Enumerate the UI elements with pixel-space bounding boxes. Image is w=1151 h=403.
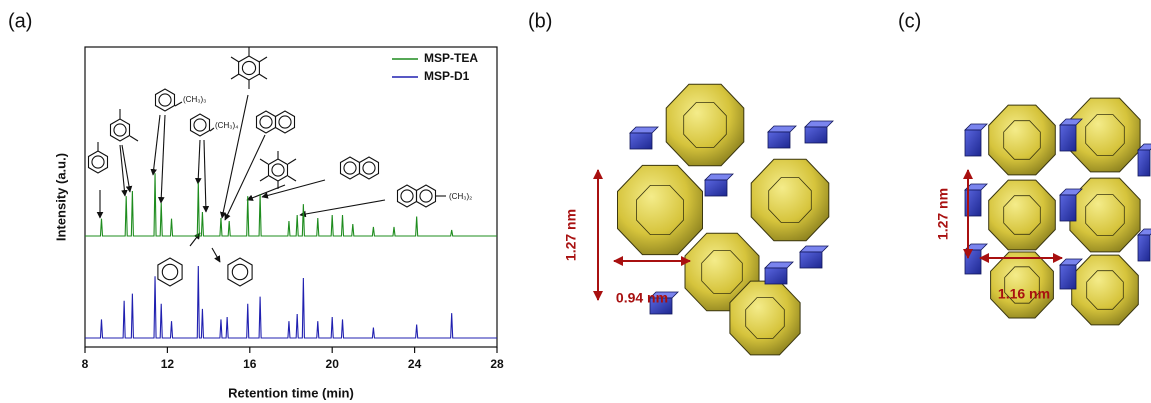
cage <box>1070 98 1140 172</box>
legend-label: MSP-TEA <box>424 51 478 65</box>
cage <box>618 165 703 254</box>
bond <box>260 176 268 181</box>
dimension-label: 1.27 nm <box>935 188 951 240</box>
ring <box>341 157 360 179</box>
annotation: (CH₃)₃ <box>183 95 206 104</box>
ring <box>417 185 436 207</box>
ring <box>360 157 379 179</box>
panel-label: (b) <box>528 10 552 32</box>
dimension-label: 1.27 nm <box>563 209 579 261</box>
d6r-unit <box>1138 150 1150 176</box>
peak-arrows <box>100 95 385 262</box>
ring <box>276 111 295 133</box>
d6r-unit <box>630 133 652 149</box>
annotation: (CH₃)₂ <box>449 192 472 201</box>
ring <box>269 159 288 181</box>
bond <box>259 57 267 62</box>
panel-label: (c) <box>898 10 921 32</box>
ring-aromatic <box>401 190 413 202</box>
series-line <box>85 266 497 338</box>
ring <box>158 258 182 286</box>
d6r-unit <box>965 130 981 156</box>
ring-aromatic <box>260 116 272 128</box>
d6r-unit <box>1060 195 1076 221</box>
bond <box>288 159 296 164</box>
bond <box>288 176 296 181</box>
ring <box>398 185 417 207</box>
d6r-unit <box>1060 259 1082 265</box>
ring-aromatic <box>92 156 104 168</box>
ring <box>89 151 108 173</box>
dimension-label: 0.94 nm <box>616 290 668 306</box>
legend-label: MSP-D1 <box>424 69 470 83</box>
d6r-unit <box>705 180 727 196</box>
zeolite-cages <box>618 84 1151 355</box>
ring <box>156 89 175 111</box>
ring <box>111 119 130 141</box>
cage <box>730 281 800 355</box>
figure: (a) (b) (c) Retention time (min) Intensi… <box>0 0 1151 403</box>
x-tick-label: 16 <box>243 357 257 371</box>
ring-aromatic <box>162 264 177 279</box>
ring-aromatic <box>194 119 206 131</box>
d6r-unit <box>1060 265 1076 289</box>
ring-aromatic <box>363 162 375 174</box>
ring-aromatic <box>420 190 432 202</box>
d6r-unit <box>800 252 822 268</box>
ring-aromatic <box>114 124 126 136</box>
x-tick-label: 24 <box>408 357 422 371</box>
d6r-unit <box>805 127 827 143</box>
annotation: (CH₃)₄ <box>215 121 238 130</box>
bond <box>231 74 239 79</box>
bond <box>210 128 214 131</box>
d6r-unit <box>630 127 658 133</box>
ring-aromatic <box>279 116 291 128</box>
d6r-unit <box>800 246 828 252</box>
structures <box>89 47 447 286</box>
cage <box>751 159 829 240</box>
bond <box>130 136 138 141</box>
y-axis-label: Intensity (a.u.) <box>53 153 68 241</box>
x-tick-label: 12 <box>161 357 175 371</box>
ring <box>239 56 260 80</box>
d6r-unit <box>1138 235 1150 261</box>
bond <box>231 57 239 62</box>
d6r-unit <box>768 126 796 132</box>
cage <box>989 180 1056 250</box>
x-tick-label: 20 <box>326 357 340 371</box>
d6r-unit <box>805 121 833 127</box>
d6r-unit <box>705 174 733 180</box>
bond <box>175 102 182 106</box>
bond <box>260 159 268 164</box>
x-tick-label: 8 <box>82 357 89 371</box>
cage <box>989 105 1056 175</box>
ring-aromatic <box>272 164 284 176</box>
d6r-unit <box>768 132 790 148</box>
series-line <box>85 173 497 236</box>
d6r-unit <box>765 268 787 284</box>
bond <box>259 74 267 79</box>
d6r-unit <box>965 124 987 130</box>
ring-aromatic <box>159 94 171 106</box>
cage <box>666 84 744 165</box>
panel-label: (a) <box>8 10 32 32</box>
dimension-label: 1.16 nm <box>998 286 1050 302</box>
d6r-unit <box>765 262 793 268</box>
d6r-unit <box>1060 125 1076 151</box>
x-tick-label: 28 <box>490 357 504 371</box>
ring-aromatic <box>232 264 247 279</box>
ring-aromatic <box>242 61 255 74</box>
x-axis-label: Retention time (min) <box>228 385 354 400</box>
ring-aromatic <box>344 162 356 174</box>
ring <box>257 111 276 133</box>
ring <box>228 258 252 286</box>
ring <box>191 114 210 136</box>
cage <box>1072 255 1139 325</box>
